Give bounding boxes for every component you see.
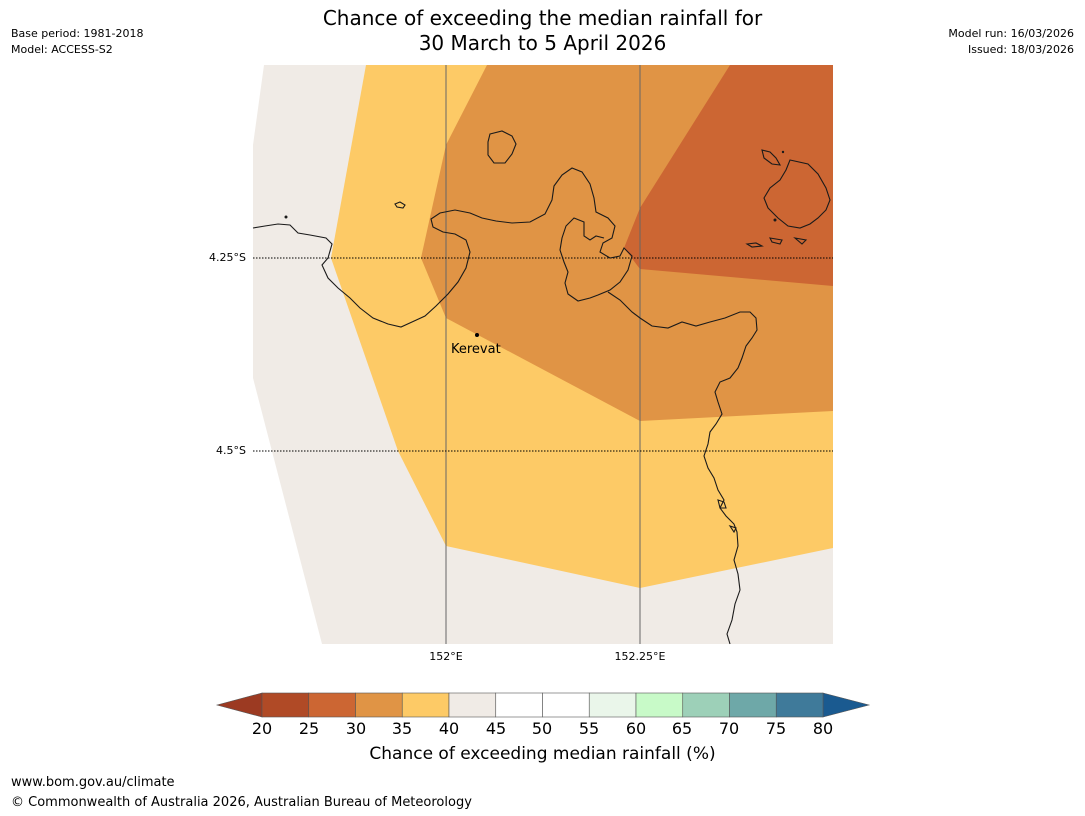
colorbar-cell	[261, 692, 310, 718]
chart-title: Chance of exceeding the median rainfall …	[0, 6, 1085, 56]
model-run: Model run: 16/03/2026	[948, 27, 1074, 40]
coastline	[252, 130, 831, 645]
colorbar-cell	[448, 692, 497, 718]
place-label-kerevat: Kerevat	[451, 342, 501, 357]
colorbar-tick: 60	[625, 719, 647, 738]
colorbar-tick: 25	[298, 719, 320, 738]
colorbar-tick: 40	[438, 719, 460, 738]
colorbar-cell	[355, 692, 403, 718]
colorbar-label: Chance of exceeding median rainfall (%)	[369, 744, 716, 764]
colorbar-tick: 20	[251, 719, 273, 738]
islet	[781, 150, 785, 154]
colorbar-tick: 55	[578, 719, 600, 738]
colorbar-cell	[775, 692, 824, 718]
colorbar-tick: 65	[671, 719, 693, 738]
colorbar-tick: 45	[485, 719, 507, 738]
footer-url[interactable]: www.bom.gov.au/climate	[11, 775, 175, 790]
title-line-2: 30 March to 5 April 2026	[418, 31, 667, 55]
zone-25-30	[624, 65, 833, 286]
colorbar-cell	[588, 692, 637, 718]
colorbar-cell	[729, 692, 777, 718]
colorbar-cell	[542, 692, 590, 718]
colorbar-tick: 30	[345, 719, 367, 738]
meta-left: Base period: 1981-2018 Model: ACCESS-S2	[11, 26, 143, 58]
lon-label-152: 152°E	[429, 650, 463, 663]
base-period: Base period: 1981-2018	[11, 27, 144, 40]
colorbar-tick: 80	[812, 719, 834, 738]
lat-label-4-5: 4.5°S	[216, 444, 246, 457]
colorbar-cell	[308, 692, 356, 718]
footer-copyright: © Commonwealth of Australia 2026, Austra…	[11, 795, 472, 810]
colorbar-tick: 35	[391, 719, 413, 738]
title-line-1: Chance of exceeding the median rainfall …	[322, 6, 763, 30]
colorbar-tick: 70	[718, 719, 740, 738]
islet	[284, 215, 288, 219]
islet	[773, 218, 777, 222]
colorbar-cell	[495, 692, 543, 718]
issued-date: Issued: 18/03/2026	[967, 43, 1074, 56]
colorbar-cell	[401, 692, 450, 718]
colorbar-over-arrow	[822, 692, 871, 718]
lon-label-152-25: 152.25°E	[614, 650, 666, 663]
colorbar-tick: 75	[765, 719, 787, 738]
model-name: Model: ACCESS-S2	[11, 43, 113, 56]
lat-label-4-25: 4.25°S	[209, 251, 246, 264]
kerevat-marker	[475, 333, 479, 337]
colorbar-cell	[682, 692, 730, 718]
meta-right: Model run: 16/03/2026 Issued: 18/03/2026	[948, 26, 1074, 58]
colorbar-tick: 50	[531, 719, 553, 738]
colorbar-cell	[635, 692, 684, 718]
colorbar-under-arrow	[215, 692, 263, 718]
